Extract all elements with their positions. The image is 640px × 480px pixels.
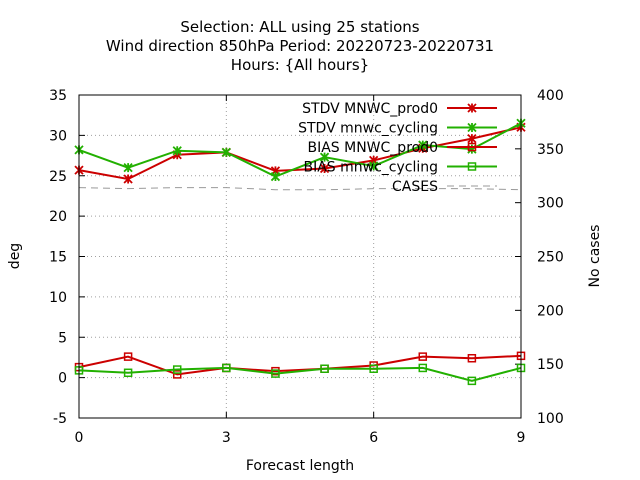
legend-marker (467, 122, 477, 133)
data-point (369, 364, 378, 373)
y-tick-label: 10 (49, 290, 67, 306)
legend-marker (467, 103, 477, 113)
x-axis-label: Forecast length (246, 458, 354, 474)
series-line (78, 354, 522, 376)
data-point (123, 352, 133, 361)
y2-tick-label: 250 (537, 250, 564, 266)
data-point (418, 363, 428, 373)
legend-label: STDV MNWC_prod0 (302, 101, 438, 117)
data-point (319, 163, 330, 174)
legend-label: BIAS mnwc_cycling (303, 160, 438, 176)
chart-title-line-3: Hours: {All hours} (231, 56, 369, 74)
data-point (221, 147, 231, 157)
data-point (123, 163, 133, 173)
y-tick-label: 35 (49, 88, 67, 104)
series-line (78, 187, 522, 191)
data-point (270, 171, 281, 182)
legend-label: CASES (392, 179, 438, 195)
y-tick-label: 5 (58, 330, 67, 346)
legend-marker (467, 142, 477, 152)
data-point (222, 363, 231, 373)
chart-title-line-2: Wind direction 850hPa Period: 20220723-2… (106, 37, 494, 55)
grid (79, 95, 521, 418)
data-point (467, 133, 477, 144)
y2-tick-label: 150 (537, 357, 564, 373)
legend-marker (467, 162, 477, 171)
y2-axis-label: No cases (587, 225, 603, 288)
y-tick-label: 30 (49, 128, 67, 144)
x-tick-label: 9 (517, 430, 526, 446)
y-tick-label: 0 (58, 371, 67, 387)
x-tick-label: 0 (75, 430, 84, 446)
legend-label: STDV mnwc_cycling (298, 121, 438, 137)
data-point (172, 370, 182, 379)
series-bias-mnwc-cycling (74, 363, 526, 386)
series-cases (78, 187, 522, 191)
chart-title: Selection: ALL using 25 stations Wind di… (106, 18, 494, 74)
data-point (467, 376, 477, 386)
data-point (271, 369, 280, 378)
data-point (123, 174, 133, 184)
y-tick-label: 20 (49, 209, 67, 225)
y2-tick-label: 200 (537, 303, 564, 319)
legend: STDV MNWC_prod0 STDV mnwc_cycling BIAS MNW… (298, 101, 497, 195)
y2-tick-label: 300 (537, 196, 564, 212)
data-point (123, 368, 133, 378)
data-point (319, 152, 330, 162)
series-line (78, 126, 522, 181)
x-tick-label: 6 (369, 430, 378, 446)
y2-tick-label: 400 (537, 88, 564, 104)
data-point (418, 140, 428, 150)
axis-ticks: -5 0 5 10 15 20 25 30 35 100 150 200 250 300 350 400 0 3 6… (49, 88, 564, 446)
chart-title-line-1: Selection: ALL using 25 stations (180, 18, 419, 36)
x-tick-label: 3 (222, 430, 231, 446)
y2-tick-label: 100 (537, 411, 564, 427)
data-point (418, 352, 428, 361)
y-tick-label: -5 (53, 411, 67, 427)
data-point (172, 365, 182, 374)
series-line (78, 366, 522, 382)
legend-label: BIAS MNWC_prod0 (307, 140, 438, 156)
data-point (369, 161, 379, 171)
y-tick-label: 25 (49, 169, 67, 185)
data-point (320, 364, 329, 373)
data-point (467, 353, 477, 363)
y2-tick-label: 350 (537, 142, 564, 158)
data-point (172, 146, 182, 156)
series-bias-mnwc-prod0 (74, 351, 526, 379)
y-axis-label: deg (7, 243, 23, 269)
series-group (74, 118, 526, 386)
plot-frame (78, 94, 522, 419)
y-tick-label: 15 (49, 250, 67, 266)
